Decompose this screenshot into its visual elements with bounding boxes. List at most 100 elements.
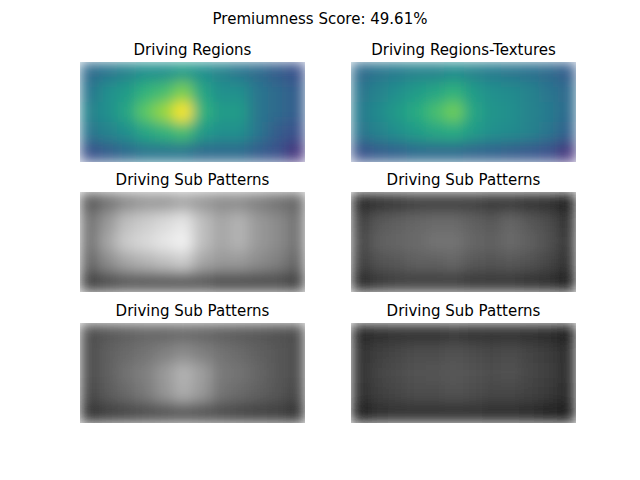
heatmap-cell xyxy=(230,102,249,123)
heatmap-cell xyxy=(230,62,249,83)
heatmap-cell xyxy=(539,102,558,123)
heatmap-cell xyxy=(99,122,118,143)
heatmap-cell xyxy=(249,323,268,344)
heatmap-cell xyxy=(268,252,287,273)
heatmap-cell xyxy=(539,252,558,273)
heatmap-cell xyxy=(193,343,212,364)
heatmap-cell xyxy=(193,232,212,253)
heatmap-cell xyxy=(80,343,99,364)
heatmap-cell xyxy=(501,142,520,162)
heatmap-cell xyxy=(211,323,230,344)
heatmap-cell xyxy=(370,252,389,273)
heatmap-cell xyxy=(520,62,539,83)
heatmap-panel xyxy=(351,62,576,162)
heatmap-cell xyxy=(351,102,370,123)
heatmap-cell xyxy=(370,102,389,123)
heatmap-cell xyxy=(539,212,558,233)
heatmap-cell xyxy=(482,102,501,123)
heatmap-cell xyxy=(118,82,137,103)
heatmap-cell xyxy=(80,142,99,162)
heatmap-cell xyxy=(249,102,268,123)
heatmap-cells xyxy=(80,192,305,292)
heatmap-cell xyxy=(557,122,576,143)
heatmap-cell xyxy=(464,62,483,83)
heatmap-cell xyxy=(174,383,193,404)
heatmap-cell xyxy=(193,122,212,143)
heatmap-cell xyxy=(426,383,445,404)
heatmap-cell xyxy=(426,323,445,344)
figure: Premiumness Score: 49.61%Driving Regions… xyxy=(0,0,640,480)
heatmap-cell xyxy=(520,212,539,233)
heatmap-cell xyxy=(268,232,287,253)
heatmap-cell xyxy=(99,403,118,423)
heatmap-cell xyxy=(520,142,539,162)
heatmap-cell xyxy=(370,343,389,364)
heatmap-cell xyxy=(445,82,464,103)
heatmap-cell xyxy=(99,272,118,292)
heatmap-cell xyxy=(464,82,483,103)
heatmap-cell xyxy=(464,212,483,233)
heatmap-cell xyxy=(501,62,520,83)
heatmap-cell xyxy=(539,363,558,384)
heatmap-cell xyxy=(80,323,99,344)
heatmap-cell xyxy=(351,403,370,423)
heatmap-cell xyxy=(389,142,408,162)
heatmap-cell xyxy=(155,102,174,123)
heatmap-cell xyxy=(211,272,230,292)
heatmap-cell xyxy=(426,252,445,273)
heatmap-cell xyxy=(482,142,501,162)
heatmap-cell xyxy=(80,82,99,103)
heatmap-cell xyxy=(464,272,483,292)
heatmap-cell xyxy=(389,272,408,292)
heatmap-cell xyxy=(193,363,212,384)
heatmap-cell xyxy=(426,192,445,213)
heatmap-panel xyxy=(351,192,576,292)
heatmap-cell xyxy=(136,323,155,344)
heatmap-cell xyxy=(268,343,287,364)
heatmap-cell xyxy=(389,232,408,253)
heatmap-cell xyxy=(389,343,408,364)
panel-title: Driving Sub Patterns xyxy=(387,302,541,320)
heatmap-cell xyxy=(118,363,137,384)
heatmap-cell xyxy=(407,62,426,83)
heatmap-cell xyxy=(80,122,99,143)
heatmap-cell xyxy=(99,323,118,344)
heatmap-cell xyxy=(501,102,520,123)
heatmap-cell xyxy=(230,192,249,213)
heatmap-cell xyxy=(482,383,501,404)
heatmap-cell xyxy=(557,252,576,273)
heatmap-cell xyxy=(370,232,389,253)
heatmap-cell xyxy=(445,142,464,162)
heatmap-cell xyxy=(230,383,249,404)
panel-title: Driving Sub Patterns xyxy=(116,171,270,189)
heatmap-cell xyxy=(211,232,230,253)
heatmap-cell xyxy=(174,62,193,83)
heatmap-cell xyxy=(557,343,576,364)
heatmap-cell xyxy=(99,252,118,273)
heatmap-cell xyxy=(445,122,464,143)
heatmap-cell xyxy=(464,192,483,213)
heatmap-cell xyxy=(389,82,408,103)
heatmap-cell xyxy=(389,122,408,143)
heatmap-cell xyxy=(80,62,99,83)
heatmap-panel xyxy=(80,62,305,162)
heatmap-cell xyxy=(370,122,389,143)
heatmap-cell xyxy=(482,212,501,233)
heatmap-cell xyxy=(174,403,193,423)
heatmap-cell xyxy=(351,142,370,162)
heatmap-cell xyxy=(118,212,137,233)
heatmap-cell xyxy=(99,343,118,364)
heatmap-cell xyxy=(426,272,445,292)
heatmap-cell xyxy=(136,363,155,384)
heatmap-cell xyxy=(268,122,287,143)
heatmap-cell xyxy=(136,212,155,233)
heatmap-cell xyxy=(426,82,445,103)
heatmap-cell xyxy=(211,62,230,83)
heatmap-cell xyxy=(155,122,174,143)
heatmap-cell xyxy=(80,272,99,292)
heatmap-cell xyxy=(464,363,483,384)
heatmap-cell xyxy=(557,403,576,423)
heatmap-cell xyxy=(482,323,501,344)
heatmap-cell xyxy=(193,62,212,83)
heatmap-cells xyxy=(80,62,305,162)
